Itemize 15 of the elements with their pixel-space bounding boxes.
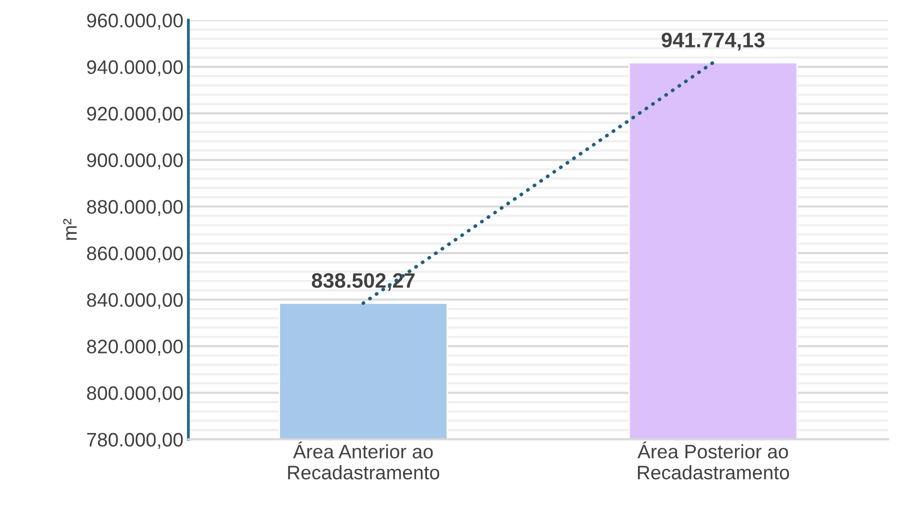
data-label: 838.502,27 bbox=[312, 273, 415, 291]
y-tick-label: 800.000,00 bbox=[87, 386, 183, 402]
y-tick-label: 940.000,00 bbox=[87, 60, 183, 76]
x-tick-label: Área Anterior ao Recadastramento bbox=[288, 441, 440, 480]
y-tick-label: 780.000,00 bbox=[87, 432, 183, 449]
data-label: 941.774,13 bbox=[662, 32, 764, 50]
x-tick-label: Área Posterior ao Recadastramento bbox=[638, 441, 790, 480]
y-tick-label: 900.000,00 bbox=[87, 153, 183, 170]
y-tick-label: 820.000,00 bbox=[87, 340, 183, 356]
y-tick-label: 840.000,00 bbox=[87, 293, 183, 310]
y-tick-label: 880.000,00 bbox=[87, 200, 183, 216]
y-tick-label: 920.000,00 bbox=[87, 106, 183, 123]
y-tick-label: 960.000,00 bbox=[87, 14, 183, 30]
y-tick-label: 860.000,00 bbox=[87, 246, 183, 263]
y-axis-title: m² bbox=[63, 218, 77, 240]
